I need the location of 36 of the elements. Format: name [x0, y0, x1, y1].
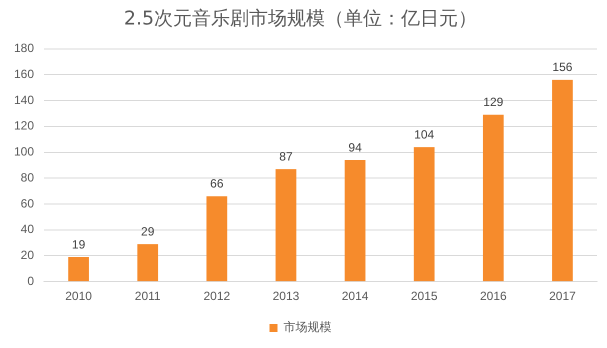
- y-tick-label: 40: [20, 222, 34, 236]
- x-tick-label: 2011: [134, 289, 161, 304]
- y-tick-label: 20: [20, 248, 34, 262]
- bar: [276, 169, 296, 282]
- data-label: 87: [279, 149, 293, 164]
- x-tick-label: 2017: [549, 289, 576, 304]
- y-tick-label: 140: [14, 92, 34, 107]
- x-tick-label: 2014: [342, 289, 369, 304]
- data-label: 94: [348, 140, 362, 154]
- x-tick-label: 2010: [65, 289, 92, 304]
- chart-title: 2.5次元音乐剧市场规模（单位：亿日元）: [124, 7, 478, 30]
- y-tick-label: 80: [20, 170, 34, 184]
- x-tick-label: 2016: [480, 289, 507, 304]
- y-tick-label: 160: [14, 66, 34, 81]
- bar: [206, 196, 228, 282]
- data-label: 19: [72, 237, 86, 252]
- bar: [137, 244, 158, 282]
- data-label: 156: [552, 60, 573, 74]
- data-label: 29: [141, 224, 155, 238]
- y-tick-label: 100: [14, 144, 34, 159]
- data-label: 104: [414, 127, 435, 142]
- x-tick-label: 2012: [203, 289, 230, 304]
- data-label: 129: [483, 95, 504, 110]
- bar: [482, 114, 504, 282]
- y-tick-label: 60: [20, 196, 34, 210]
- y-tick-label: 180: [14, 41, 34, 56]
- y-tick-label: 0: [27, 274, 34, 288]
- bar: [68, 257, 89, 282]
- data-label: 66: [210, 176, 224, 191]
- legend-label: 市场规模: [284, 320, 332, 334]
- bar: [344, 160, 366, 282]
- bar: [552, 80, 573, 282]
- bar: [414, 147, 435, 282]
- x-tick-label: 2013: [272, 289, 300, 304]
- x-tick-label: 2015: [410, 289, 438, 304]
- y-tick-label: 120: [14, 118, 34, 133]
